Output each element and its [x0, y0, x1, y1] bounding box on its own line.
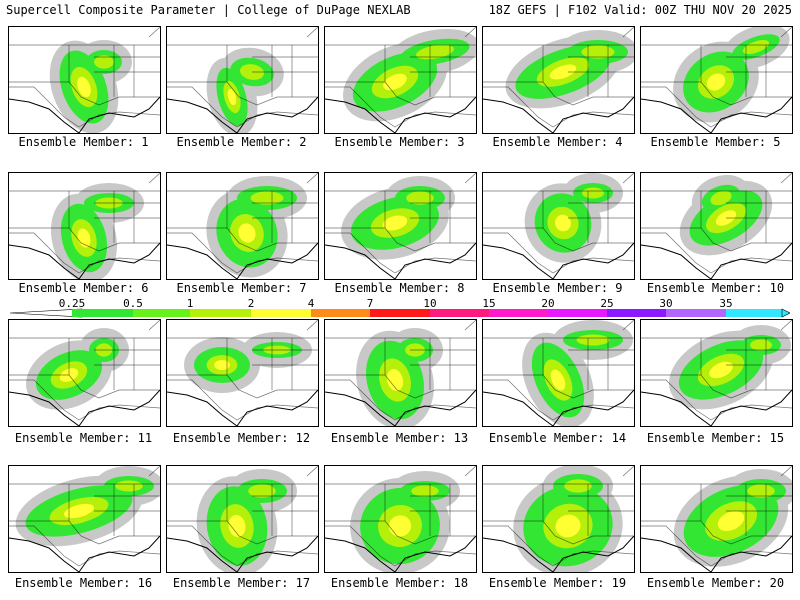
scale-tick-label: 35 [719, 297, 733, 310]
ensemble-panel-11 [8, 319, 161, 427]
scale-color-segment [489, 309, 548, 317]
member-map-10 [641, 173, 792, 279]
ensemble-member-label-17: Ensemble Member: 17 [172, 576, 311, 590]
member-map-16 [9, 466, 160, 572]
ensemble-member-label-14: Ensemble Member: 14 [488, 431, 627, 445]
member-map-4 [483, 27, 634, 133]
ensemble-panel-3 [324, 26, 477, 134]
member-map-7 [167, 173, 318, 279]
scale-tick-label: 25 [600, 297, 614, 310]
ensemble-member-label-18: Ensemble Member: 18 [330, 576, 469, 590]
ensemble-member-label-8: Ensemble Member: 8 [334, 281, 465, 295]
scale-color-segment [666, 309, 726, 317]
member-map-14 [483, 320, 634, 426]
ensemble-panel-19 [482, 465, 635, 573]
scale-tick-label: 30 [659, 297, 673, 310]
scale-tick-label: 0.25 [58, 297, 86, 310]
ensemble-member-label-11: Ensemble Member: 11 [14, 431, 153, 445]
member-map-18 [325, 466, 476, 572]
member-map-13 [325, 320, 476, 426]
member-map-19 [483, 466, 634, 572]
ensemble-member-label-2: Ensemble Member: 2 [176, 135, 307, 149]
ensemble-panel-7 [166, 172, 319, 280]
ensemble-panel-9 [482, 172, 635, 280]
ensemble-panel-13 [324, 319, 477, 427]
header-title: Supercell Composite Parameter | College … [6, 3, 411, 17]
ensemble-panel-18 [324, 465, 477, 573]
member-map-8 [325, 173, 476, 279]
member-map-9 [483, 173, 634, 279]
scale-tick-label: 10 [423, 297, 437, 310]
ensemble-member-label-12: Ensemble Member: 12 [172, 431, 311, 445]
header-model-run: 18Z GEFS | F102 Valid: 00Z THU NOV 20 20… [488, 3, 792, 17]
ensemble-panel-2 [166, 26, 319, 134]
scale-color-segment [548, 309, 607, 317]
ensemble-panel-17 [166, 465, 319, 573]
ensemble-panel-10 [640, 172, 793, 280]
scale-tick-label: 15 [482, 297, 496, 310]
ensemble-member-label-3: Ensemble Member: 3 [334, 135, 465, 149]
ensemble-member-label-6: Ensemble Member: 6 [18, 281, 149, 295]
ensemble-member-label-16: Ensemble Member: 16 [14, 576, 153, 590]
member-map-12 [167, 320, 318, 426]
scale-color-segment [190, 309, 251, 317]
ensemble-panel-20 [640, 465, 793, 573]
ensemble-member-label-19: Ensemble Member: 19 [488, 576, 627, 590]
scale-tick-label: 2 [247, 297, 255, 310]
ensemble-member-label-9: Ensemble Member: 9 [492, 281, 623, 295]
scale-tick-label: 1 [186, 297, 194, 310]
scale-color-segment [607, 309, 666, 317]
ensemble-member-label-13: Ensemble Member: 13 [330, 431, 469, 445]
scale-tail-left [10, 308, 83, 318]
ensemble-member-label-10: Ensemble Member: 10 [646, 281, 785, 295]
ensemble-panel-15 [640, 319, 793, 427]
ensemble-panel-4 [482, 26, 635, 134]
scale-head-right [781, 308, 790, 318]
ensemble-member-label-7: Ensemble Member: 7 [176, 281, 307, 295]
scale-color-segment [726, 309, 782, 317]
ensemble-panel-12 [166, 319, 319, 427]
ensemble-member-label-20: Ensemble Member: 20 [646, 576, 785, 590]
ensemble-member-label-15: Ensemble Member: 15 [646, 431, 785, 445]
scale-tick-label: 20 [541, 297, 555, 310]
scale-color-segment [72, 309, 133, 317]
ensemble-panel-5 [640, 26, 793, 134]
member-map-11 [9, 320, 160, 426]
ensemble-panel-16 [8, 465, 161, 573]
ensemble-panel-1 [8, 26, 161, 134]
color-scale-bar [10, 308, 790, 318]
scale-color-segment [251, 309, 311, 317]
ensemble-panel-14 [482, 319, 635, 427]
scale-color-segment [133, 309, 190, 317]
member-map-3 [325, 27, 476, 133]
member-map-6 [9, 173, 160, 279]
scale-color-segment [430, 309, 489, 317]
member-map-5 [641, 27, 792, 133]
member-map-17 [167, 466, 318, 572]
ensemble-panel-8 [324, 172, 477, 280]
scale-color-segment [311, 309, 370, 317]
ensemble-member-label-1: Ensemble Member: 1 [18, 135, 149, 149]
scale-color-segment [370, 309, 430, 317]
ensemble-member-label-5: Ensemble Member: 5 [650, 135, 781, 149]
member-map-2 [167, 27, 318, 133]
scale-tick-label: 7 [366, 297, 374, 310]
member-map-1 [9, 27, 160, 133]
member-map-15 [641, 320, 792, 426]
ensemble-panel-6 [8, 172, 161, 280]
member-map-20 [641, 466, 792, 572]
ensemble-member-label-4: Ensemble Member: 4 [492, 135, 623, 149]
scale-tick-label: 0.5 [123, 297, 143, 310]
scale-tick-label: 4 [307, 297, 315, 310]
